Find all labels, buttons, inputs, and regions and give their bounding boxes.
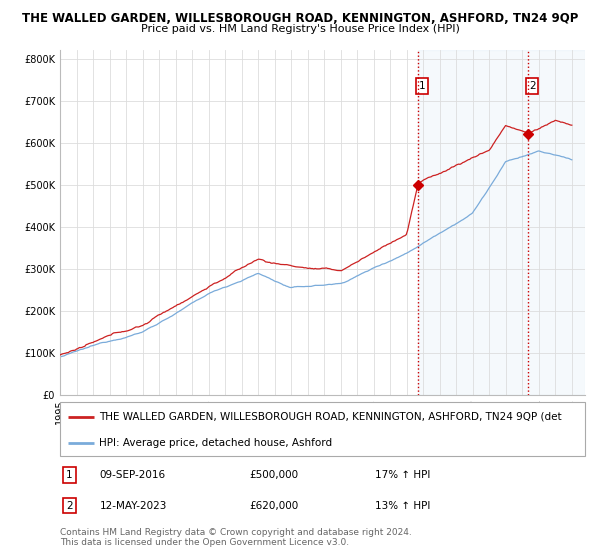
Text: 09-SEP-2016: 09-SEP-2016 — [100, 470, 166, 480]
Text: THE WALLED GARDEN, WILLESBOROUGH ROAD, KENNINGTON, ASHFORD, TN24 9QP: THE WALLED GARDEN, WILLESBOROUGH ROAD, K… — [22, 12, 578, 25]
Text: THE WALLED GARDEN, WILLESBOROUGH ROAD, KENNINGTON, ASHFORD, TN24 9QP (det: THE WALLED GARDEN, WILLESBOROUGH ROAD, K… — [100, 412, 562, 422]
Text: 13% ↑ HPI: 13% ↑ HPI — [375, 501, 430, 511]
Text: 1: 1 — [66, 470, 73, 480]
Text: Contains HM Land Registry data © Crown copyright and database right 2024.: Contains HM Land Registry data © Crown c… — [60, 528, 412, 536]
Text: 17% ↑ HPI: 17% ↑ HPI — [375, 470, 430, 480]
Text: 2: 2 — [529, 81, 536, 91]
Text: £500,000: £500,000 — [249, 470, 298, 480]
FancyBboxPatch shape — [60, 402, 585, 456]
Text: 1: 1 — [419, 81, 425, 91]
Bar — [418, 50, 585, 395]
Text: £620,000: £620,000 — [249, 501, 298, 511]
Text: Price paid vs. HM Land Registry's House Price Index (HPI): Price paid vs. HM Land Registry's House … — [140, 24, 460, 34]
Text: 12-MAY-2023: 12-MAY-2023 — [100, 501, 167, 511]
Text: This data is licensed under the Open Government Licence v3.0.: This data is licensed under the Open Gov… — [60, 538, 349, 547]
Text: 2: 2 — [66, 501, 73, 511]
Text: HPI: Average price, detached house, Ashford: HPI: Average price, detached house, Ashf… — [100, 438, 332, 447]
